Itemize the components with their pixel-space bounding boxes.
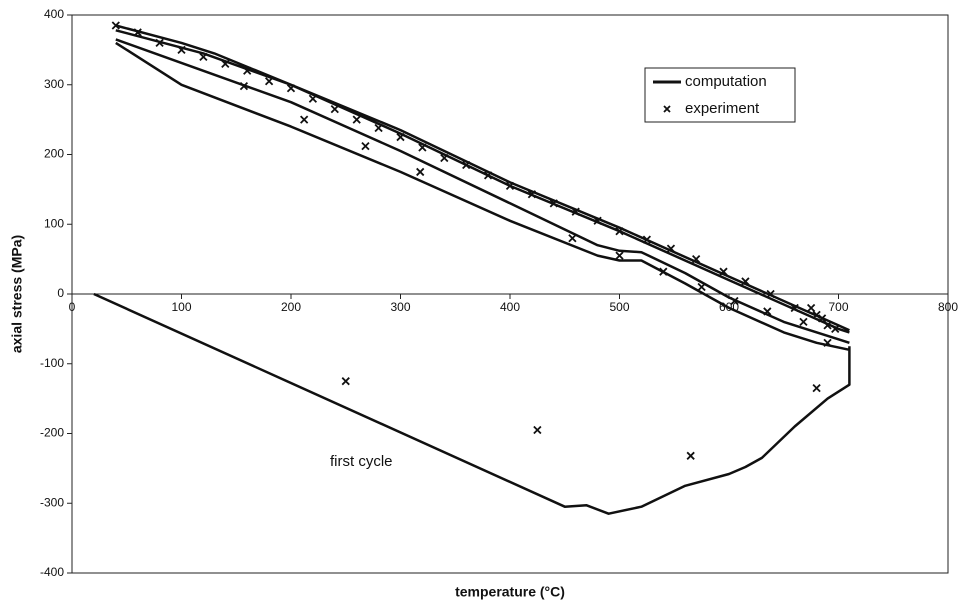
- x-tick-label: 0: [69, 300, 76, 314]
- x-axis-title: temperature (°C): [455, 584, 565, 600]
- experiment-point: [799, 317, 808, 327]
- y-tick-label: -200: [40, 426, 64, 440]
- computation-line: [93, 24, 851, 515]
- annotation: first cycle: [330, 453, 393, 470]
- experiment-point: [239, 82, 249, 91]
- experiment-point: [199, 52, 208, 61]
- experiment-point: [615, 227, 624, 236]
- experiment-point: [615, 251, 624, 260]
- experiment-point: [221, 59, 230, 68]
- experiment-point: [642, 235, 652, 244]
- experiment-point: [719, 267, 728, 276]
- experiment-point: [177, 45, 186, 55]
- experiment-point: [416, 167, 425, 177]
- legend-label: computation: [685, 73, 767, 90]
- y-tick-label: 100: [44, 216, 64, 230]
- experiment-point: [823, 321, 832, 330]
- experiment-point: [264, 77, 274, 86]
- experiment-point: [330, 105, 339, 114]
- experiment-point: [341, 377, 350, 386]
- experiment-point: [483, 171, 493, 180]
- experiment-point: [111, 21, 120, 30]
- experiment-point: [527, 190, 537, 199]
- experiment-point: [462, 160, 471, 170]
- experiment-point: [817, 314, 827, 323]
- experiment-point: [831, 324, 840, 334]
- y-tick-label: 300: [44, 77, 64, 91]
- y-tick-label: 0: [57, 286, 64, 300]
- experiment-point: [308, 94, 318, 103]
- experiment-point: [812, 384, 821, 393]
- experiment-point: [812, 310, 821, 320]
- experiment-point: [396, 132, 405, 142]
- experiment-point: [806, 303, 816, 313]
- experiment-point: [361, 141, 370, 151]
- experiment-point: [571, 207, 580, 216]
- experiment-point: [593, 216, 602, 225]
- y-tick-label: -300: [40, 495, 64, 509]
- experiment-point: [692, 254, 701, 264]
- experiment-point: [730, 296, 739, 306]
- experiment-point: [243, 66, 252, 75]
- x-tick-label: 400: [500, 300, 520, 314]
- x-tick-label: 800: [938, 300, 958, 314]
- experiment-point: [666, 244, 676, 253]
- y-axis-title: axial stress (MPa): [9, 235, 25, 353]
- experiment-point: [659, 267, 668, 276]
- legend-label: experiment: [685, 100, 760, 117]
- experiment-point: [823, 338, 832, 347]
- experiment-point: [763, 307, 772, 316]
- experiment-point: [352, 115, 361, 124]
- legend-box: [644, 67, 796, 123]
- experiment-point: [766, 289, 775, 299]
- experiment-point: [155, 38, 164, 48]
- y-tick-label: -400: [40, 565, 64, 579]
- experiment-point: [568, 234, 577, 243]
- x-tick-label: 300: [390, 300, 410, 314]
- experiment-point: [790, 303, 799, 313]
- experiment-point: [374, 123, 383, 133]
- experiment-point: [549, 199, 558, 208]
- y-tick-label: 200: [44, 147, 64, 161]
- experiment-point: [133, 28, 142, 37]
- experiment-point: [418, 143, 427, 152]
- experiment-point: [300, 115, 309, 124]
- experiment-point: [686, 451, 695, 460]
- y-tick-label: 400: [44, 7, 64, 21]
- legend-swatch: [663, 105, 671, 113]
- x-tick-label: 500: [609, 300, 629, 314]
- experiment-point: [440, 153, 449, 163]
- experiment-point: [286, 84, 296, 93]
- x-tick-label: 700: [828, 300, 848, 314]
- experiment-point: [505, 181, 515, 191]
- x-tick-label: 200: [281, 300, 301, 314]
- experiment-point: [533, 425, 542, 435]
- y-tick-label: -100: [40, 356, 64, 370]
- experiment-point: [741, 277, 750, 286]
- x-tick-label: 100: [171, 300, 191, 314]
- experiment-point: [697, 282, 706, 292]
